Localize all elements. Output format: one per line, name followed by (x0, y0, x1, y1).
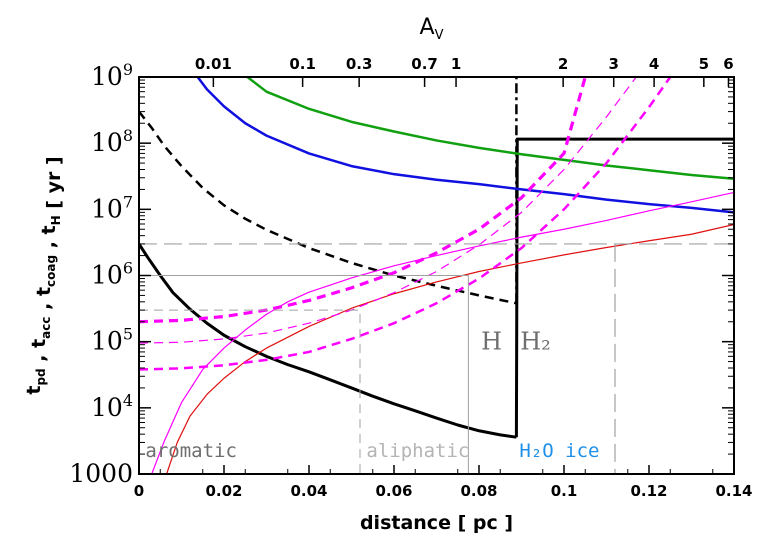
top-tick-label: 0.01 (195, 55, 232, 73)
top-tick-label: 6 (723, 55, 733, 73)
top-tick-label: 1 (451, 55, 461, 73)
top-tick-label: 0.7 (411, 55, 438, 73)
annotation-label: aromatic (145, 440, 237, 462)
series-line-12 (139, 309, 361, 474)
x-tick-label: 0.1 (551, 482, 578, 500)
series-line-8 (139, 77, 587, 324)
series-line-11 (139, 275, 469, 474)
x-axis-title: distance [ pc ] (360, 512, 513, 534)
y-tick-label: 104 (91, 391, 133, 422)
series-line-2 (139, 110, 517, 305)
series-line-9 (139, 77, 637, 344)
series-line-10 (139, 77, 672, 371)
x-tick-label: 0.12 (630, 482, 667, 500)
top-tick-label: 0.3 (346, 55, 373, 73)
series-line-0 (139, 243, 517, 439)
axes-group: 0 0.02 0.04 0.06 0.08 0.1 0.12 0.14100010410510… (23, 15, 753, 534)
series-line-7 (151, 191, 734, 474)
annotation-label: H (481, 328, 502, 356)
annotation-label: aliphatic (366, 440, 469, 462)
x-tick-label: 0.06 (375, 482, 412, 500)
series-line-6 (166, 223, 734, 474)
y-tick-label: 108 (91, 126, 133, 157)
annotation-label: H₂ (520, 328, 551, 356)
annotation-label: H₂O ice (519, 440, 599, 462)
series-group (139, 77, 734, 474)
top-tick-label: 2 (558, 55, 568, 73)
y-tick-label: 1000 (69, 459, 133, 488)
series-line-1 (514, 137, 734, 438)
series-line-4 (196, 77, 734, 214)
x-tick-label: 0 (134, 482, 144, 500)
y-tick-label: 105 (91, 325, 133, 356)
y-tick-label: 106 (91, 259, 133, 290)
top-tick-label: 4 (649, 55, 659, 73)
y-tick-label: 109 (91, 60, 133, 91)
y-tick-label: 107 (91, 192, 133, 223)
top-axis-title: AV (420, 15, 444, 43)
x-tick-label: 0.14 (715, 482, 752, 500)
annotations-group: aromatic aliphatic H₂O ice H H₂ (145, 328, 599, 462)
top-tick-label: 3 (609, 55, 619, 73)
x-tick-label: 0.04 (290, 482, 327, 500)
x-tick-label: 0.02 (205, 482, 242, 500)
y-axis-title: tpd , tacc , tcoag , tH [ yr ] (23, 156, 65, 394)
top-tick-label: 5 (699, 55, 709, 73)
series-line-5 (246, 77, 734, 180)
top-tick-label: 0.1 (289, 55, 316, 73)
x-tick-label: 0.08 (460, 482, 497, 500)
